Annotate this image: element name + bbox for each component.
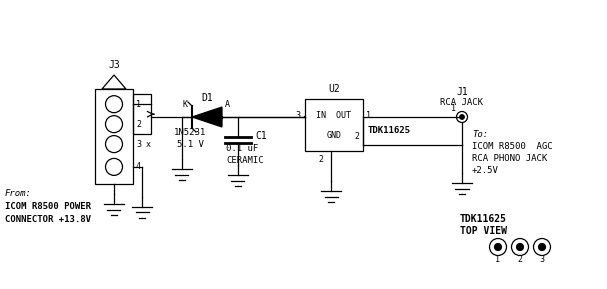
Circle shape — [495, 244, 501, 250]
Text: 1: 1 — [451, 104, 456, 113]
Text: To:: To: — [472, 130, 488, 139]
Text: GND: GND — [327, 131, 342, 140]
Text: RCA JACK: RCA JACK — [441, 98, 484, 107]
Text: 3: 3 — [136, 140, 141, 149]
Bar — [133, 94, 151, 134]
Text: IN  OUT: IN OUT — [316, 111, 351, 120]
Text: A: A — [225, 100, 230, 109]
Polygon shape — [192, 107, 222, 127]
Text: 3: 3 — [540, 255, 544, 264]
Text: x: x — [146, 140, 151, 149]
Text: C1: C1 — [255, 131, 266, 141]
Text: 0.1 uF: 0.1 uF — [226, 144, 258, 153]
Text: TDK11625: TDK11625 — [368, 126, 411, 135]
Text: 1: 1 — [495, 255, 501, 264]
Text: 5.1 V: 5.1 V — [177, 140, 203, 149]
Circle shape — [538, 244, 546, 250]
Text: TDK11625: TDK11625 — [460, 214, 507, 224]
Text: ICOM R8500  AGC: ICOM R8500 AGC — [472, 142, 552, 151]
Text: U2: U2 — [328, 84, 340, 94]
Text: CONNECTOR +13.8V: CONNECTOR +13.8V — [5, 215, 91, 224]
Text: 4: 4 — [136, 162, 141, 171]
Text: 2: 2 — [318, 155, 323, 164]
Text: J1: J1 — [456, 87, 468, 97]
Text: 1: 1 — [136, 100, 141, 109]
Text: CERAMIC: CERAMIC — [226, 156, 263, 165]
Text: 1N5231: 1N5231 — [174, 128, 206, 137]
Text: 3: 3 — [295, 111, 300, 120]
Text: RCA PHONO JACK: RCA PHONO JACK — [472, 154, 548, 163]
Text: 2: 2 — [136, 120, 141, 129]
Text: K: K — [183, 100, 188, 109]
Text: 1: 1 — [366, 111, 371, 120]
Text: 2: 2 — [518, 255, 523, 264]
Text: ICOM R8500 POWER: ICOM R8500 POWER — [5, 202, 91, 211]
Text: TOP VIEW: TOP VIEW — [460, 226, 507, 236]
Circle shape — [517, 244, 523, 250]
Text: D1: D1 — [201, 93, 213, 103]
Circle shape — [459, 115, 464, 119]
Text: From:: From: — [5, 189, 32, 198]
Text: 2: 2 — [354, 132, 359, 141]
Text: J3: J3 — [108, 60, 120, 70]
Text: +2.5V: +2.5V — [472, 166, 499, 175]
Bar — [95, 89, 133, 184]
Bar — [305, 99, 363, 151]
